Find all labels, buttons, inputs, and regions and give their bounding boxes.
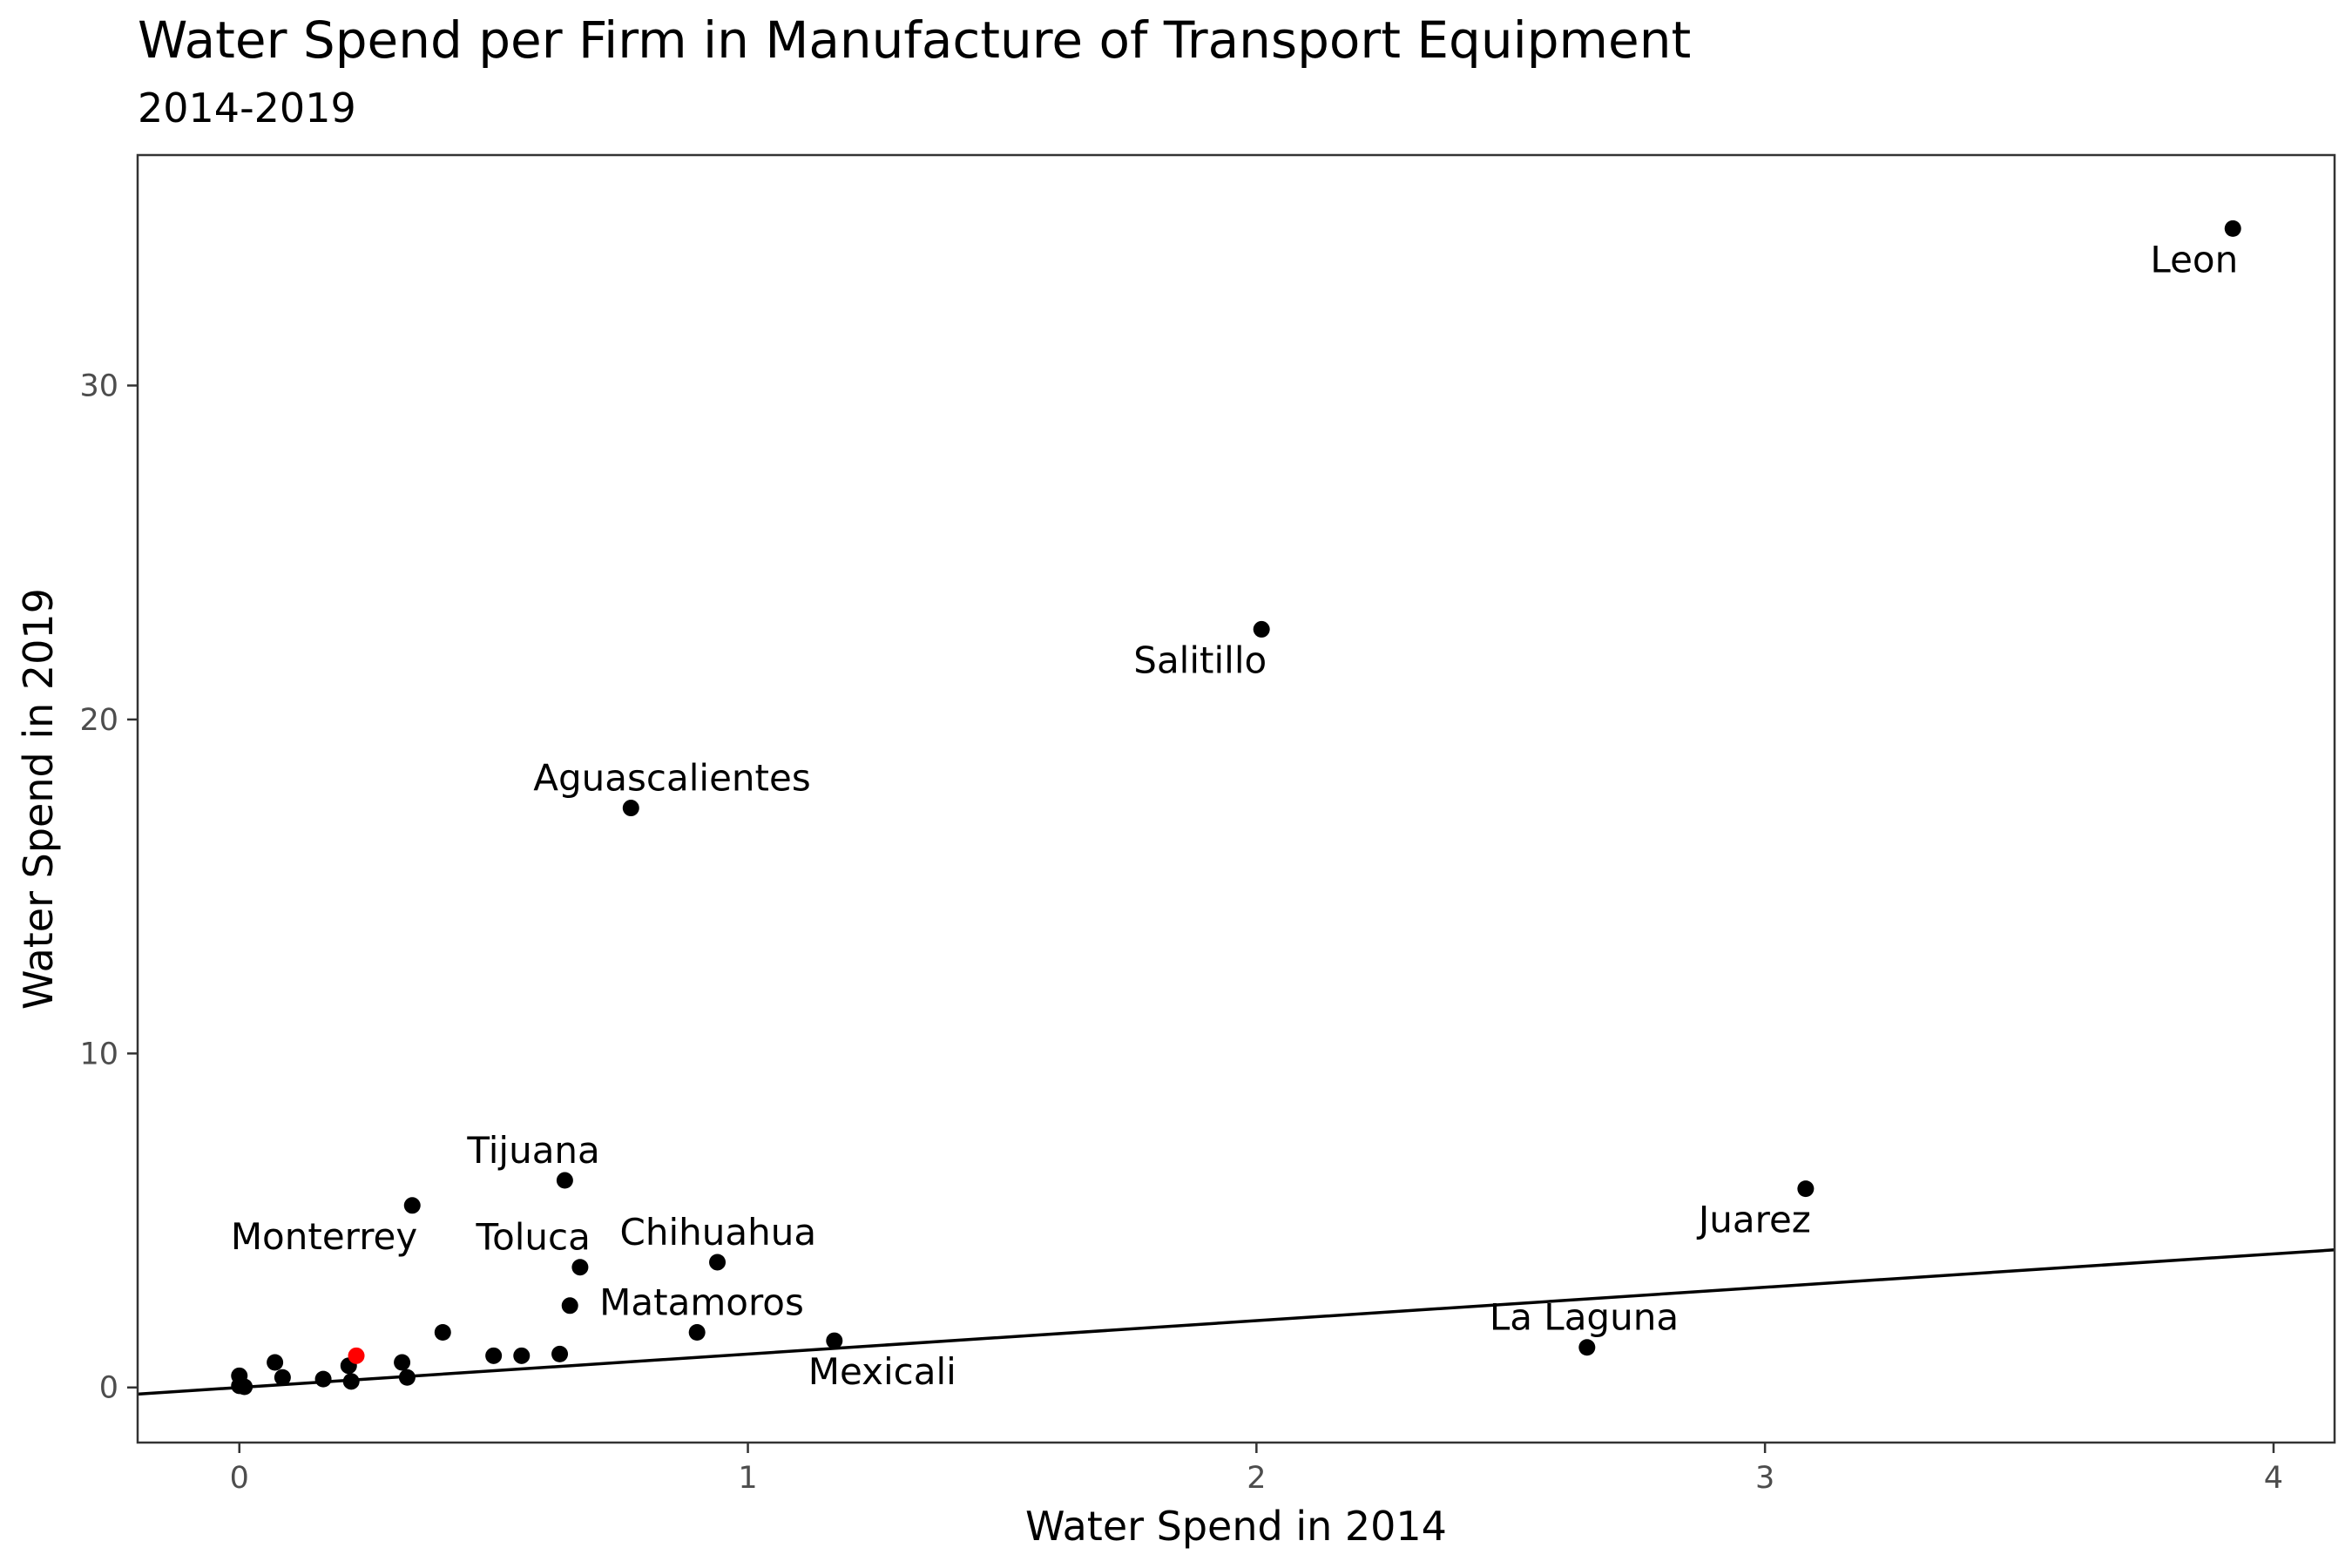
x-axis-title: Water Spend in 2014 xyxy=(1025,1503,1447,1550)
data-point xyxy=(236,1378,253,1396)
data-point xyxy=(267,1354,284,1371)
x-tick-label: 3 xyxy=(1755,1461,1774,1496)
x-tick-label: 2 xyxy=(1247,1461,1266,1496)
point-label: Leon xyxy=(2150,238,2238,280)
data-point xyxy=(571,1259,589,1276)
y-tick-label: 20 xyxy=(79,703,118,738)
data-point xyxy=(709,1254,727,1271)
data-point xyxy=(622,800,639,817)
reference-line xyxy=(138,1248,2335,1396)
data-point xyxy=(398,1369,416,1386)
plot-panel xyxy=(138,155,2335,1443)
data-point xyxy=(513,1347,531,1364)
y-tick-label: 30 xyxy=(79,369,118,404)
y-axis-title: Water Spend in 2019 xyxy=(15,588,62,1010)
data-point xyxy=(434,1323,451,1341)
y-tick-label: 0 xyxy=(99,1371,118,1406)
chart-subtitle: 2014-2019 xyxy=(138,84,356,132)
data-point xyxy=(314,1370,332,1388)
data-point xyxy=(561,1297,578,1315)
data-point xyxy=(1578,1339,1596,1356)
data-point xyxy=(394,1354,411,1371)
data-point xyxy=(2224,220,2241,237)
data-point xyxy=(403,1197,421,1214)
data-point xyxy=(274,1369,291,1386)
plot-panel-border xyxy=(136,153,2336,1444)
data-point xyxy=(485,1347,503,1364)
point-label: Toluca xyxy=(476,1216,591,1259)
x-tick-label: 1 xyxy=(738,1461,757,1496)
point-label: Matamoros xyxy=(599,1281,804,1323)
data-point xyxy=(1797,1180,1815,1198)
point-label: Tijuana xyxy=(466,1129,599,1172)
highlighted-point xyxy=(348,1347,365,1364)
point-label: Juarez xyxy=(1696,1199,1811,1241)
data-point xyxy=(688,1323,706,1341)
point-label: La Laguna xyxy=(1490,1296,1679,1339)
data-point xyxy=(342,1373,360,1390)
y-tick-label: 10 xyxy=(79,1037,118,1071)
data-point xyxy=(826,1332,843,1349)
data-point xyxy=(1253,620,1270,638)
point-label: Aguascalientes xyxy=(533,757,810,800)
data-point xyxy=(556,1172,573,1189)
data-point xyxy=(551,1345,569,1362)
point-label: Monterrey xyxy=(231,1215,417,1258)
point-label: Salitillo xyxy=(1133,639,1267,681)
x-tick-label: 4 xyxy=(2264,1461,2283,1496)
point-label: Chihuahua xyxy=(620,1211,817,1254)
x-tick-label: 0 xyxy=(230,1461,249,1496)
point-label: Mexicali xyxy=(808,1350,956,1393)
chart-title: Water Spend per Firm in Manufacture of T… xyxy=(138,10,1691,70)
